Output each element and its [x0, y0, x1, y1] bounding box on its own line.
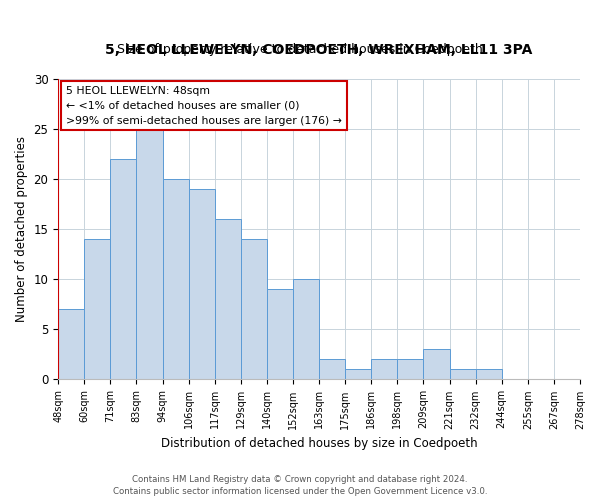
Bar	[371, 360, 397, 380]
Bar	[110, 159, 136, 380]
Bar	[163, 179, 188, 380]
Y-axis label: Number of detached properties: Number of detached properties	[15, 136, 28, 322]
Bar	[345, 370, 371, 380]
Bar	[84, 239, 110, 380]
Bar	[293, 279, 319, 380]
Bar	[397, 360, 424, 380]
X-axis label: Distribution of detached houses by size in Coedpoeth: Distribution of detached houses by size …	[161, 437, 478, 450]
Bar	[241, 239, 267, 380]
Bar	[267, 289, 293, 380]
Bar	[319, 360, 345, 380]
Bar	[449, 370, 476, 380]
Bar	[58, 309, 84, 380]
Bar	[136, 128, 163, 380]
Title: 5, HEOL LLEWELYN, COEDPOETH, WREXHAM, LL11 3PA: 5, HEOL LLEWELYN, COEDPOETH, WREXHAM, LL…	[106, 42, 533, 56]
Bar	[476, 370, 502, 380]
Text: Size of property relative to detached houses in Coedpoeth: Size of property relative to detached ho…	[117, 42, 483, 56]
Bar	[424, 350, 449, 380]
Text: 5 HEOL LLEWELYN: 48sqm
← <1% of detached houses are smaller (0)
>99% of semi-det: 5 HEOL LLEWELYN: 48sqm ← <1% of detached…	[66, 86, 342, 126]
Bar	[188, 189, 215, 380]
Bar	[215, 219, 241, 380]
Text: Contains HM Land Registry data © Crown copyright and database right 2024.
Contai: Contains HM Land Registry data © Crown c…	[113, 475, 487, 496]
